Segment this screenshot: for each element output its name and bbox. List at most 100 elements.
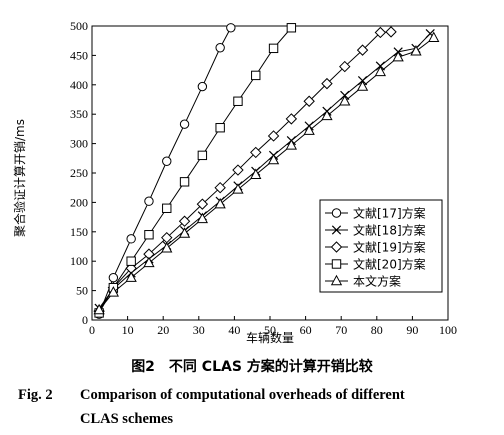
data-point bbox=[93, 303, 105, 315]
data-point bbox=[143, 256, 155, 268]
data-point bbox=[303, 124, 315, 135]
data-point bbox=[108, 272, 119, 283]
data-point bbox=[226, 23, 236, 33]
x-tick-label: 20 bbox=[157, 323, 169, 337]
data-point bbox=[107, 286, 119, 297]
legend-entry: 文献[18]方案 bbox=[325, 223, 426, 238]
series-line bbox=[98, 27, 232, 315]
y-tick-label: 150 bbox=[70, 225, 88, 239]
data-point bbox=[214, 181, 226, 194]
data-point bbox=[178, 215, 191, 227]
data-point bbox=[179, 119, 190, 129]
caption-line-2: CLAS schemes bbox=[80, 411, 174, 427]
data-point bbox=[215, 43, 225, 53]
y-tick-label: 400 bbox=[70, 78, 88, 92]
data-point bbox=[232, 183, 244, 194]
x-axis-label: 车辆数量 bbox=[246, 330, 294, 345]
data-point bbox=[144, 230, 154, 240]
data-point bbox=[385, 26, 397, 38]
legend-label: 文献[18]方案 bbox=[353, 223, 426, 238]
data-point bbox=[285, 139, 297, 150]
data-point bbox=[392, 50, 404, 62]
x-tick-label: 40 bbox=[228, 323, 240, 337]
x-tick-label: 10 bbox=[122, 323, 134, 337]
legend-label: 本文方案 bbox=[353, 274, 401, 289]
series-4 bbox=[94, 23, 297, 318]
figure-label: Fig. 2 bbox=[18, 387, 53, 403]
x-tick-label: 30 bbox=[193, 323, 205, 337]
data-point bbox=[321, 77, 333, 90]
series-1 bbox=[94, 23, 236, 319]
legend-entry: 文献[17]方案 bbox=[325, 206, 426, 221]
data-point bbox=[303, 95, 315, 107]
x-tick-label: 0 bbox=[89, 323, 95, 337]
y-tick-label: 50 bbox=[76, 284, 88, 298]
data-point bbox=[179, 177, 190, 187]
data-point bbox=[197, 150, 208, 161]
x-tick-label: 80 bbox=[371, 323, 383, 337]
legend-marker bbox=[331, 225, 342, 235]
figure-caption-cn: 图2 不同 CLAS 方案的计算开销比较 bbox=[131, 359, 373, 375]
legend-entry: 文献[19]方案 bbox=[325, 240, 426, 255]
data-point bbox=[410, 45, 422, 56]
x-tick-label: 70 bbox=[335, 323, 347, 337]
legend-label: 文献[17]方案 bbox=[353, 206, 426, 221]
legend-marker bbox=[331, 208, 342, 218]
x-tick-label: 60 bbox=[300, 323, 312, 337]
data-point bbox=[125, 271, 137, 282]
legend-entry: 本文方案 bbox=[325, 274, 401, 289]
data-point bbox=[251, 70, 261, 81]
data-point bbox=[233, 96, 243, 106]
data-point bbox=[232, 164, 244, 176]
data-point bbox=[374, 65, 386, 77]
x-tick-label: 100 bbox=[439, 323, 457, 337]
data-point bbox=[250, 146, 262, 159]
legend-label: 文献[19]方案 bbox=[353, 240, 426, 255]
x-axis-ticks: 0 10 20 30 40 50 60 70 80 90 100 bbox=[89, 316, 457, 337]
data-point bbox=[374, 26, 387, 39]
data-point bbox=[197, 81, 208, 92]
data-point bbox=[126, 256, 136, 266]
legend-label: 文献[20]方案 bbox=[353, 257, 426, 272]
y-axis-ticks: 0 50 100 150 200 250 300 350 400 450 500 bbox=[70, 19, 96, 327]
data-point bbox=[161, 242, 173, 253]
data-point bbox=[286, 23, 297, 33]
legend-marker bbox=[330, 241, 343, 253]
y-tick-label: 500 bbox=[70, 19, 88, 33]
y-axis-label: 聚合验证计算开销/ms bbox=[12, 119, 27, 237]
y-tick-label: 300 bbox=[70, 137, 88, 151]
data-point bbox=[267, 153, 280, 165]
data-point bbox=[162, 203, 172, 213]
data-point bbox=[268, 43, 279, 54]
data-point bbox=[250, 168, 262, 179]
data-point bbox=[321, 109, 333, 121]
legend-marker bbox=[330, 274, 343, 286]
legend-entry: 文献[20]方案 bbox=[325, 257, 426, 272]
series-5 bbox=[93, 31, 440, 315]
data-point bbox=[162, 156, 172, 166]
data-point bbox=[178, 227, 191, 238]
data-point bbox=[285, 113, 298, 125]
y-tick-label: 250 bbox=[70, 166, 88, 180]
x-tick-label: 50 bbox=[264, 323, 276, 337]
caption-line-1: Comparison of computational overheads of… bbox=[80, 387, 405, 403]
series-group bbox=[93, 23, 440, 319]
data-point bbox=[215, 123, 225, 133]
data-point bbox=[339, 95, 351, 106]
data-point bbox=[196, 198, 209, 210]
y-tick-label: 200 bbox=[70, 195, 88, 209]
y-tick-label: 350 bbox=[70, 107, 88, 121]
data-point bbox=[339, 60, 351, 73]
data-point bbox=[267, 130, 280, 142]
data-point bbox=[356, 80, 369, 91]
y-tick-label: 0 bbox=[82, 313, 88, 327]
data-point bbox=[356, 44, 369, 56]
line-chart: 0 10 20 30 40 50 60 70 80 90 100 0 50 100 150 200 250 30… bbox=[12, 19, 457, 345]
data-point bbox=[144, 196, 154, 206]
legend-marker bbox=[331, 259, 342, 269]
data-point bbox=[428, 31, 440, 42]
y-tick-label: 450 bbox=[70, 48, 88, 62]
y-tick-label: 100 bbox=[70, 254, 88, 268]
data-point bbox=[126, 234, 136, 244]
